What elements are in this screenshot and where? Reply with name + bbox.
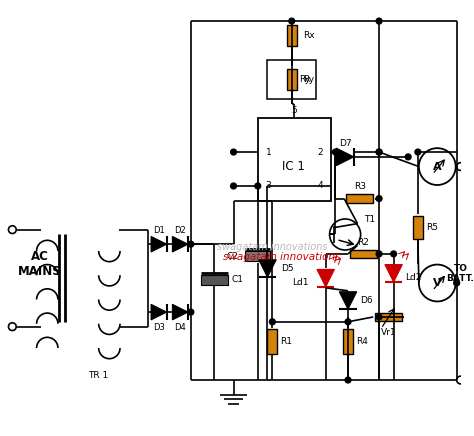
Polygon shape bbox=[151, 236, 166, 252]
Circle shape bbox=[376, 149, 382, 155]
Circle shape bbox=[405, 154, 411, 160]
Text: D1: D1 bbox=[153, 226, 164, 235]
Text: AC
MAINS: AC MAINS bbox=[18, 249, 61, 278]
Bar bbox=[343, 329, 353, 354]
Polygon shape bbox=[173, 236, 188, 252]
Text: 4: 4 bbox=[317, 181, 323, 191]
Text: Ld2: Ld2 bbox=[405, 272, 422, 282]
Bar bbox=[267, 329, 277, 354]
Circle shape bbox=[188, 241, 194, 247]
Circle shape bbox=[269, 319, 275, 325]
Text: A: A bbox=[433, 162, 442, 172]
Circle shape bbox=[289, 18, 295, 24]
Bar bbox=[287, 68, 297, 90]
Polygon shape bbox=[317, 269, 335, 287]
Text: V: V bbox=[433, 278, 442, 288]
Polygon shape bbox=[259, 260, 276, 277]
Bar bbox=[413, 216, 423, 239]
Text: 3: 3 bbox=[265, 181, 271, 191]
Text: Vr1: Vr1 bbox=[381, 328, 397, 337]
Circle shape bbox=[376, 314, 382, 320]
Polygon shape bbox=[173, 304, 188, 320]
Text: R5: R5 bbox=[426, 223, 438, 232]
Text: 5: 5 bbox=[291, 106, 297, 115]
Text: TR 1: TR 1 bbox=[88, 371, 108, 380]
Bar bbox=[267, 60, 316, 99]
Text: Ld1: Ld1 bbox=[292, 278, 308, 286]
Circle shape bbox=[376, 251, 382, 257]
Text: swagatam innovations: swagatam innovations bbox=[217, 242, 328, 252]
Bar bbox=[375, 313, 402, 321]
Polygon shape bbox=[337, 148, 354, 166]
Polygon shape bbox=[339, 292, 357, 309]
Bar bbox=[201, 275, 228, 285]
Text: D4: D4 bbox=[174, 323, 186, 332]
Text: 2: 2 bbox=[317, 147, 323, 157]
Bar bbox=[350, 249, 377, 258]
Circle shape bbox=[231, 149, 237, 155]
Circle shape bbox=[255, 183, 261, 189]
Circle shape bbox=[345, 377, 351, 383]
Circle shape bbox=[345, 319, 351, 325]
Bar bbox=[245, 251, 270, 261]
Text: C1: C1 bbox=[232, 275, 244, 284]
Text: D5: D5 bbox=[281, 264, 294, 273]
Text: T1: T1 bbox=[365, 215, 375, 225]
Bar bbox=[287, 68, 297, 90]
Text: R4: R4 bbox=[356, 337, 368, 346]
Bar bbox=[287, 25, 297, 46]
Bar bbox=[346, 194, 373, 203]
Text: D7: D7 bbox=[339, 139, 351, 148]
Circle shape bbox=[376, 149, 382, 155]
Text: R3: R3 bbox=[354, 182, 365, 191]
Circle shape bbox=[376, 196, 382, 201]
Circle shape bbox=[454, 280, 460, 286]
Text: 1: 1 bbox=[265, 147, 271, 157]
Circle shape bbox=[391, 251, 397, 257]
Text: Rx: Rx bbox=[303, 31, 315, 40]
Circle shape bbox=[231, 183, 237, 189]
Circle shape bbox=[188, 309, 194, 315]
Polygon shape bbox=[385, 265, 402, 282]
Text: TO
BATT.: TO BATT. bbox=[447, 264, 474, 283]
Text: swagatam innovations: swagatam innovations bbox=[223, 252, 341, 262]
Text: IC 1: IC 1 bbox=[282, 160, 305, 173]
Text: Ry: Ry bbox=[300, 75, 310, 84]
Text: Ry: Ry bbox=[303, 75, 315, 84]
Circle shape bbox=[332, 149, 338, 155]
Text: R2: R2 bbox=[357, 238, 369, 247]
Text: C2: C2 bbox=[227, 252, 238, 261]
Bar bbox=[258, 118, 330, 201]
Text: R1: R1 bbox=[280, 337, 292, 346]
Text: D2: D2 bbox=[174, 226, 186, 235]
Circle shape bbox=[415, 149, 421, 155]
Text: D6: D6 bbox=[360, 296, 372, 305]
Polygon shape bbox=[151, 304, 166, 320]
Circle shape bbox=[376, 18, 382, 24]
Text: D3: D3 bbox=[153, 323, 165, 332]
